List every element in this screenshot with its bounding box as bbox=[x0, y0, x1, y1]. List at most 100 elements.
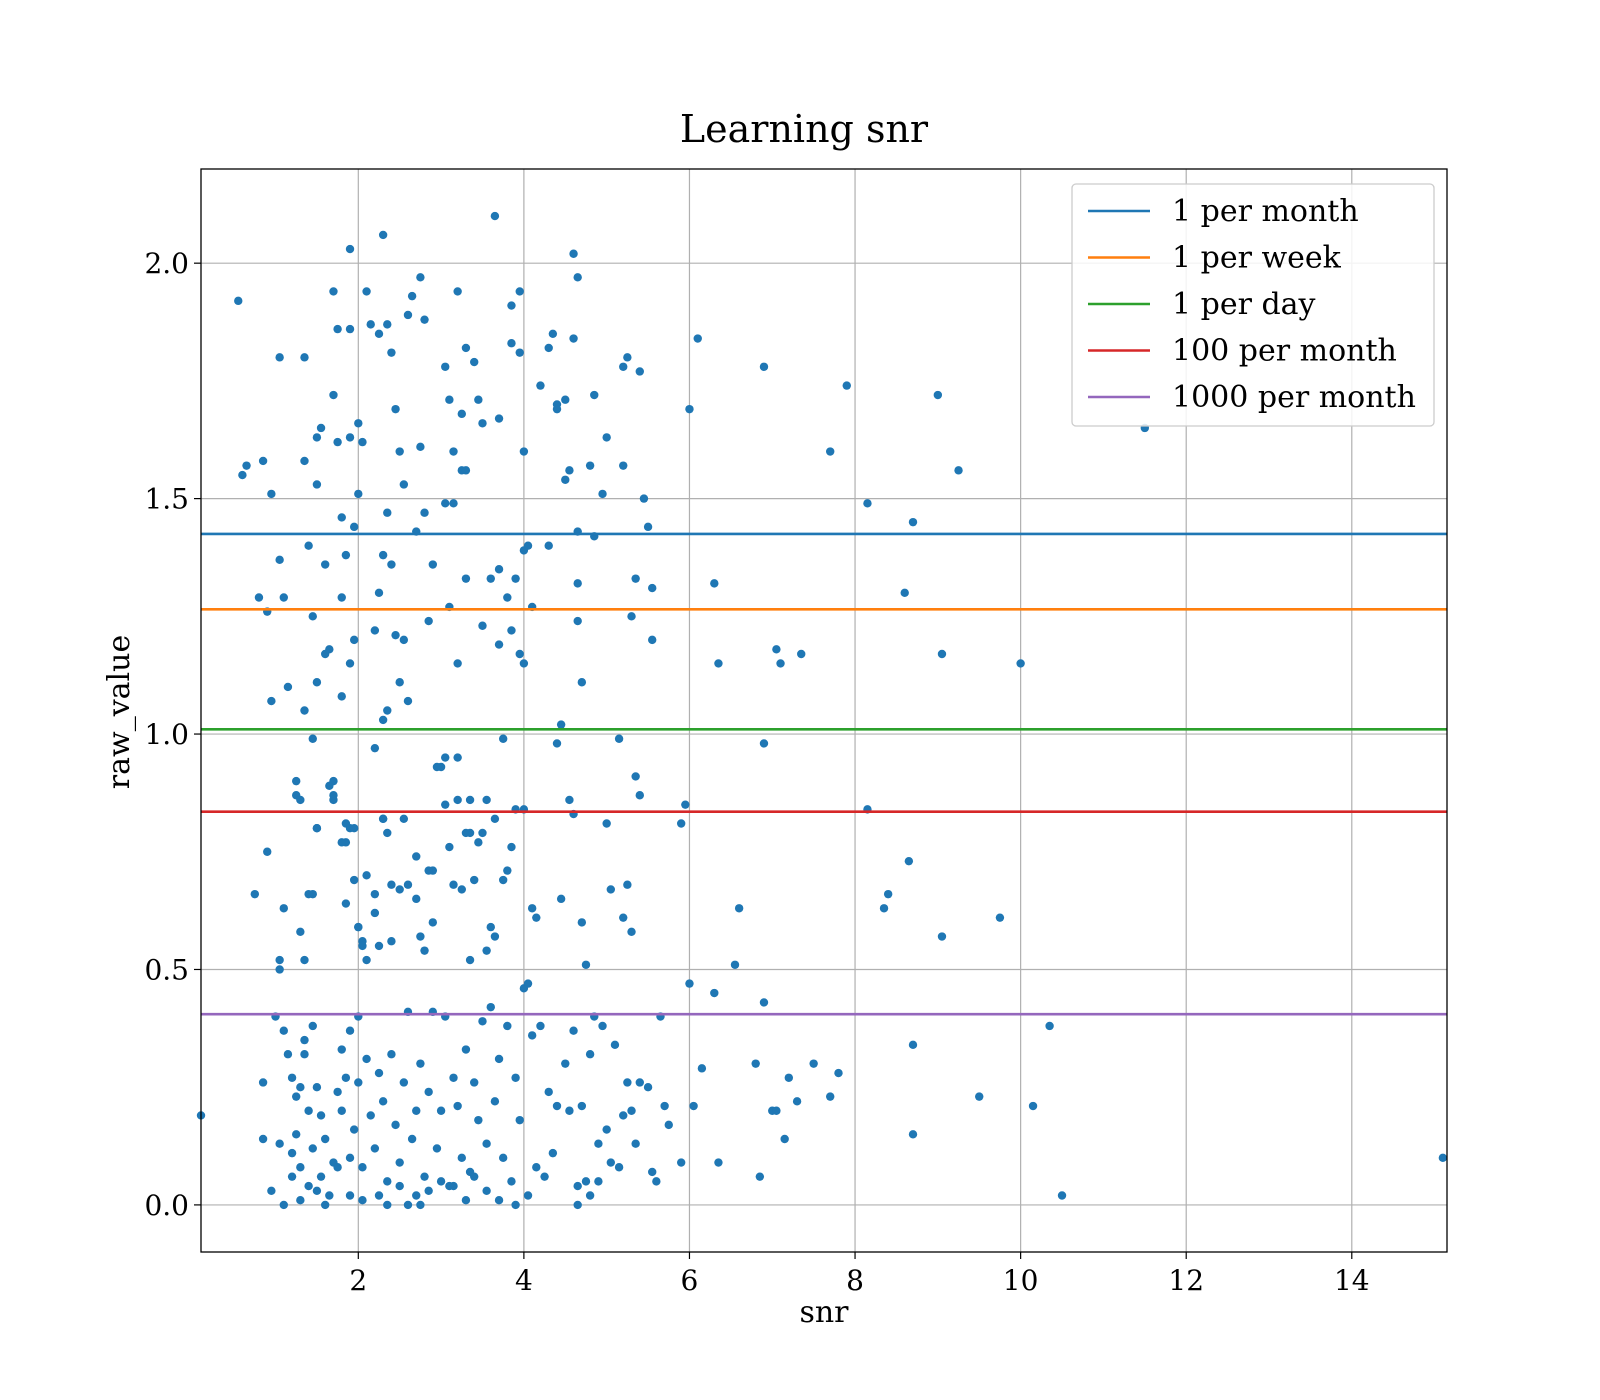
data-point bbox=[449, 447, 458, 456]
data-point bbox=[498, 875, 508, 885]
data-point bbox=[300, 1050, 309, 1059]
data-point bbox=[602, 819, 611, 828]
data-point bbox=[908, 517, 918, 527]
data-point bbox=[470, 357, 479, 367]
data-point bbox=[258, 1134, 268, 1144]
data-point bbox=[449, 880, 458, 889]
data-point bbox=[358, 1196, 367, 1205]
data-point bbox=[515, 649, 524, 659]
data-point bbox=[345, 244, 355, 254]
data-point bbox=[407, 1134, 417, 1144]
data-point bbox=[403, 310, 413, 320]
data-point bbox=[470, 875, 479, 885]
data-point bbox=[619, 461, 628, 470]
data-point bbox=[660, 1101, 669, 1111]
data-point bbox=[465, 795, 475, 805]
data-point bbox=[378, 550, 388, 560]
y-tick-label: 1.5 bbox=[144, 483, 189, 516]
data-point bbox=[403, 1200, 413, 1210]
data-point bbox=[370, 908, 380, 918]
data-point bbox=[416, 1059, 425, 1068]
data-point bbox=[569, 249, 578, 258]
y-axis-ticks: 0.0 0.5 1.0 1.5 2.0 bbox=[144, 247, 201, 1222]
data-point bbox=[511, 1073, 520, 1082]
data-point bbox=[416, 932, 425, 941]
data-point bbox=[349, 875, 359, 885]
data-point bbox=[842, 381, 851, 390]
data-point bbox=[527, 904, 537, 913]
data-point bbox=[378, 230, 388, 240]
data-point bbox=[391, 404, 400, 414]
data-point bbox=[453, 753, 462, 762]
data-point bbox=[544, 1087, 553, 1097]
data-point bbox=[362, 871, 371, 880]
data-point bbox=[312, 480, 322, 489]
data-point bbox=[304, 1106, 313, 1115]
data-point bbox=[292, 776, 301, 786]
data-point bbox=[457, 885, 466, 894]
data-point bbox=[1045, 1021, 1054, 1031]
data-point bbox=[879, 904, 889, 913]
data-point bbox=[279, 904, 288, 913]
data-point bbox=[428, 918, 438, 927]
data-point bbox=[399, 635, 409, 645]
data-point bbox=[354, 1078, 363, 1087]
data-point bbox=[734, 904, 744, 913]
data-point bbox=[312, 433, 322, 442]
legend-label: 1 per day bbox=[1172, 287, 1316, 322]
data-point bbox=[730, 960, 740, 969]
data-point bbox=[594, 1139, 603, 1148]
data-point bbox=[457, 1153, 466, 1163]
data-point bbox=[627, 612, 636, 621]
data-point bbox=[370, 1144, 380, 1153]
data-point bbox=[383, 706, 392, 715]
data-point bbox=[453, 795, 462, 805]
data-point bbox=[403, 880, 413, 889]
data-point bbox=[320, 560, 330, 569]
data-point bbox=[565, 1106, 574, 1115]
data-point bbox=[333, 1163, 342, 1172]
data-point bbox=[449, 499, 458, 508]
data-point bbox=[345, 433, 355, 442]
data-point bbox=[287, 1148, 297, 1158]
data-point bbox=[577, 918, 587, 927]
data-point bbox=[345, 1153, 355, 1163]
data-point bbox=[478, 1017, 487, 1026]
data-point bbox=[643, 522, 653, 532]
data-point bbox=[420, 946, 429, 955]
data-point bbox=[453, 1101, 462, 1111]
data-point bbox=[631, 772, 640, 781]
data-point bbox=[296, 1196, 305, 1205]
data-point bbox=[395, 1158, 404, 1167]
data-point bbox=[627, 1106, 636, 1115]
legend: 1 per month 1 per week 1 per day 100 per mo… bbox=[1071, 183, 1435, 427]
data-point bbox=[374, 1191, 384, 1200]
data-point bbox=[490, 932, 500, 941]
data-point bbox=[565, 795, 574, 805]
legend-label: 1 per week bbox=[1172, 241, 1342, 276]
data-point bbox=[498, 1153, 508, 1163]
data-point bbox=[614, 1163, 624, 1172]
data-point bbox=[337, 838, 346, 847]
data-point bbox=[349, 635, 359, 645]
data-point bbox=[556, 894, 566, 904]
data-point bbox=[424, 1186, 433, 1195]
data-point bbox=[714, 1158, 723, 1167]
data-point bbox=[1057, 1191, 1067, 1200]
data-point bbox=[453, 287, 462, 296]
data-point bbox=[362, 955, 371, 965]
data-point bbox=[300, 1035, 309, 1045]
data-point bbox=[1438, 1153, 1448, 1163]
data-point bbox=[590, 390, 599, 400]
data-point bbox=[482, 1186, 491, 1195]
data-point bbox=[552, 739, 562, 748]
data-point bbox=[619, 1111, 628, 1120]
data-point bbox=[461, 828, 471, 838]
x-tick-label: 12 bbox=[1168, 1264, 1204, 1297]
data-point bbox=[412, 1106, 421, 1115]
data-point bbox=[354, 489, 363, 499]
data-point bbox=[685, 404, 694, 414]
data-point bbox=[275, 353, 284, 362]
data-point bbox=[267, 489, 276, 499]
